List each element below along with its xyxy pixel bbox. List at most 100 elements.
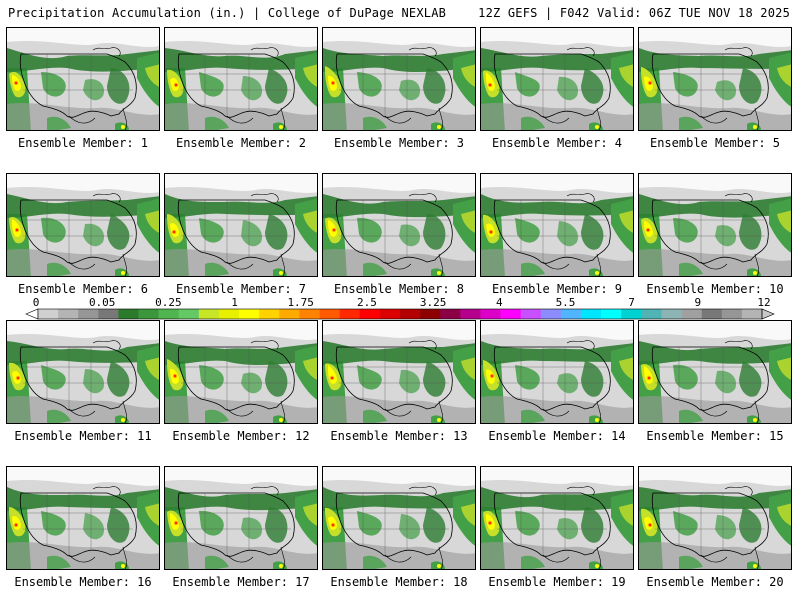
- precip-map: [164, 173, 318, 277]
- colorbar-swatch: [400, 309, 421, 319]
- colorbar-tick-label: 2.5: [356, 296, 377, 309]
- ensemble-panel: Ensemble Member: 14: [480, 320, 634, 443]
- colorbar-swatch: [339, 309, 361, 319]
- colorbar-swatch: [198, 309, 220, 319]
- member-caption: Ensemble Member: 1: [17, 136, 149, 150]
- precip-map: [164, 320, 318, 424]
- ensemble-panel: Ensemble Member: 6: [6, 173, 160, 296]
- colorbar-tick-label: 0.05: [88, 296, 116, 309]
- colorbar-swatch: [701, 309, 723, 319]
- colorbar-swatch: [158, 309, 180, 319]
- run-info: 12Z GEFS | F042 Valid: 06Z TUE NOV 18 20…: [478, 6, 790, 20]
- colorbar-tick-label: 0: [32, 296, 40, 309]
- colorbar-border: [37, 308, 763, 320]
- ensemble-panel: Ensemble Member: 13: [322, 320, 476, 443]
- precip-map: [480, 466, 634, 570]
- colorbar-swatch: [279, 309, 300, 319]
- precip-map: [322, 320, 476, 424]
- colorbar-swatch: [641, 309, 662, 319]
- colorbar-left-arrow: [25, 308, 39, 320]
- ensemble-panel: Ensemble Member: 17: [164, 466, 318, 589]
- precip-map: [6, 27, 160, 131]
- member-caption: Ensemble Member: 17: [172, 575, 310, 589]
- precip-map: [322, 173, 476, 277]
- member-caption: Ensemble Member: 20: [646, 575, 784, 589]
- colorbar-swatch: [480, 309, 501, 319]
- ensemble-panel: Ensemble Member: 11: [6, 320, 160, 443]
- precip-map: [638, 173, 792, 277]
- precip-map: [164, 466, 318, 570]
- colorbar-swatch: [98, 309, 119, 319]
- precip-map: [638, 320, 792, 424]
- ensemble-panel: Ensemble Member: 1: [6, 27, 160, 150]
- precip-map: [6, 173, 160, 277]
- ensemble-panel: Ensemble Member: 19: [480, 466, 634, 589]
- colorbar-swatch: [219, 309, 240, 319]
- colorbar-swatch: [460, 309, 481, 319]
- colorbar-swatch: [38, 309, 59, 319]
- precip-map: [480, 173, 634, 277]
- colorbar-swatch: [681, 309, 702, 319]
- member-caption: Ensemble Member: 7: [175, 282, 307, 296]
- ensemble-panel: Ensemble Member: 7: [164, 173, 318, 296]
- colorbar-right-arrow: [761, 308, 775, 320]
- ensemble-panel: Ensemble Member: 10: [638, 173, 792, 296]
- ensemble-panel: Ensemble Member: 2: [164, 27, 318, 150]
- precip-map: [480, 320, 634, 424]
- colorbar-tick-label: 1: [231, 296, 238, 309]
- colorbar-swatch: [379, 309, 401, 319]
- ensemble-panel: Ensemble Member: 20: [638, 466, 792, 589]
- ensemble-panel: Ensemble Member: 4: [480, 27, 634, 150]
- member-caption: Ensemble Member: 5: [649, 136, 781, 150]
- member-caption: Ensemble Member: 3: [333, 136, 465, 150]
- precip-map: [480, 27, 634, 131]
- precip-colorbar: 0 0.05 0.25 1 1.75 2.5 3.25 4 5.5 7 9 12: [0, 296, 800, 320]
- colorbar-scale: [25, 308, 775, 320]
- member-caption: Ensemble Member: 11: [14, 429, 152, 443]
- colorbar-swatch: [299, 309, 320, 319]
- member-caption: Ensemble Member: 18: [330, 575, 468, 589]
- colorbar-swatch: [178, 309, 200, 319]
- colorbar-swatch: [58, 309, 79, 319]
- colorbar-swatch: [560, 309, 582, 319]
- colorbar-swatch: [239, 309, 260, 319]
- precip-map: [322, 27, 476, 131]
- colorbar-swatch: [721, 309, 743, 319]
- member-caption: Ensemble Member: 10: [646, 282, 784, 296]
- colorbar-tick-label: 3.25: [419, 296, 447, 309]
- colorbar-swatch: [520, 309, 542, 319]
- colorbar-labels: 0 0.05 0.25 1 1.75 2.5 3.25 4 5.5 7 9 12: [0, 296, 800, 309]
- colorbar-swatch: [601, 309, 622, 319]
- colorbar-swatch: [259, 309, 280, 319]
- colorbar-tick-label: 4: [495, 296, 503, 309]
- colorbar-swatch: [359, 309, 381, 319]
- colorbar-swatch: [581, 309, 602, 319]
- ensemble-panel: Ensemble Member: 16: [6, 466, 160, 589]
- member-caption: Ensemble Member: 16: [14, 575, 152, 589]
- colorbar-tick-label: 7: [628, 296, 635, 309]
- colorbar-swatch: [540, 309, 562, 319]
- colorbar-tick-label: 0.25: [155, 296, 182, 309]
- ensemble-panel: Ensemble Member: 5: [638, 27, 792, 150]
- precip-map: [638, 27, 792, 131]
- colorbar-swatch: [138, 309, 159, 319]
- precip-map: [322, 466, 476, 570]
- page-title: Precipitation Accumulation (in.) | Colle…: [8, 6, 447, 20]
- colorbar-tick-label: 12: [757, 296, 771, 309]
- colorbar-swatch: [741, 309, 763, 319]
- ensemble-panel: Ensemble Member: 9: [480, 173, 634, 296]
- colorbar-swatch: [621, 309, 642, 319]
- precip-map: [638, 466, 792, 570]
- ensemble-panel: Ensemble Member: 12: [164, 320, 318, 443]
- precip-map: [164, 27, 318, 131]
- ensemble-panel: Ensemble Member: 18: [322, 466, 476, 589]
- precip-map: [6, 320, 160, 424]
- member-caption: Ensemble Member: 8: [333, 282, 465, 296]
- member-caption: Ensemble Member: 6: [17, 282, 149, 296]
- colorbar-swatch: [319, 309, 340, 319]
- ensemble-panel: Ensemble Member: 3: [322, 27, 476, 150]
- colorbar-tick-label: 9: [694, 296, 702, 309]
- member-caption: Ensemble Member: 15: [646, 429, 784, 443]
- member-caption: Ensemble Member: 9: [491, 282, 623, 296]
- ensemble-panel: Ensemble Member: 8: [322, 173, 476, 296]
